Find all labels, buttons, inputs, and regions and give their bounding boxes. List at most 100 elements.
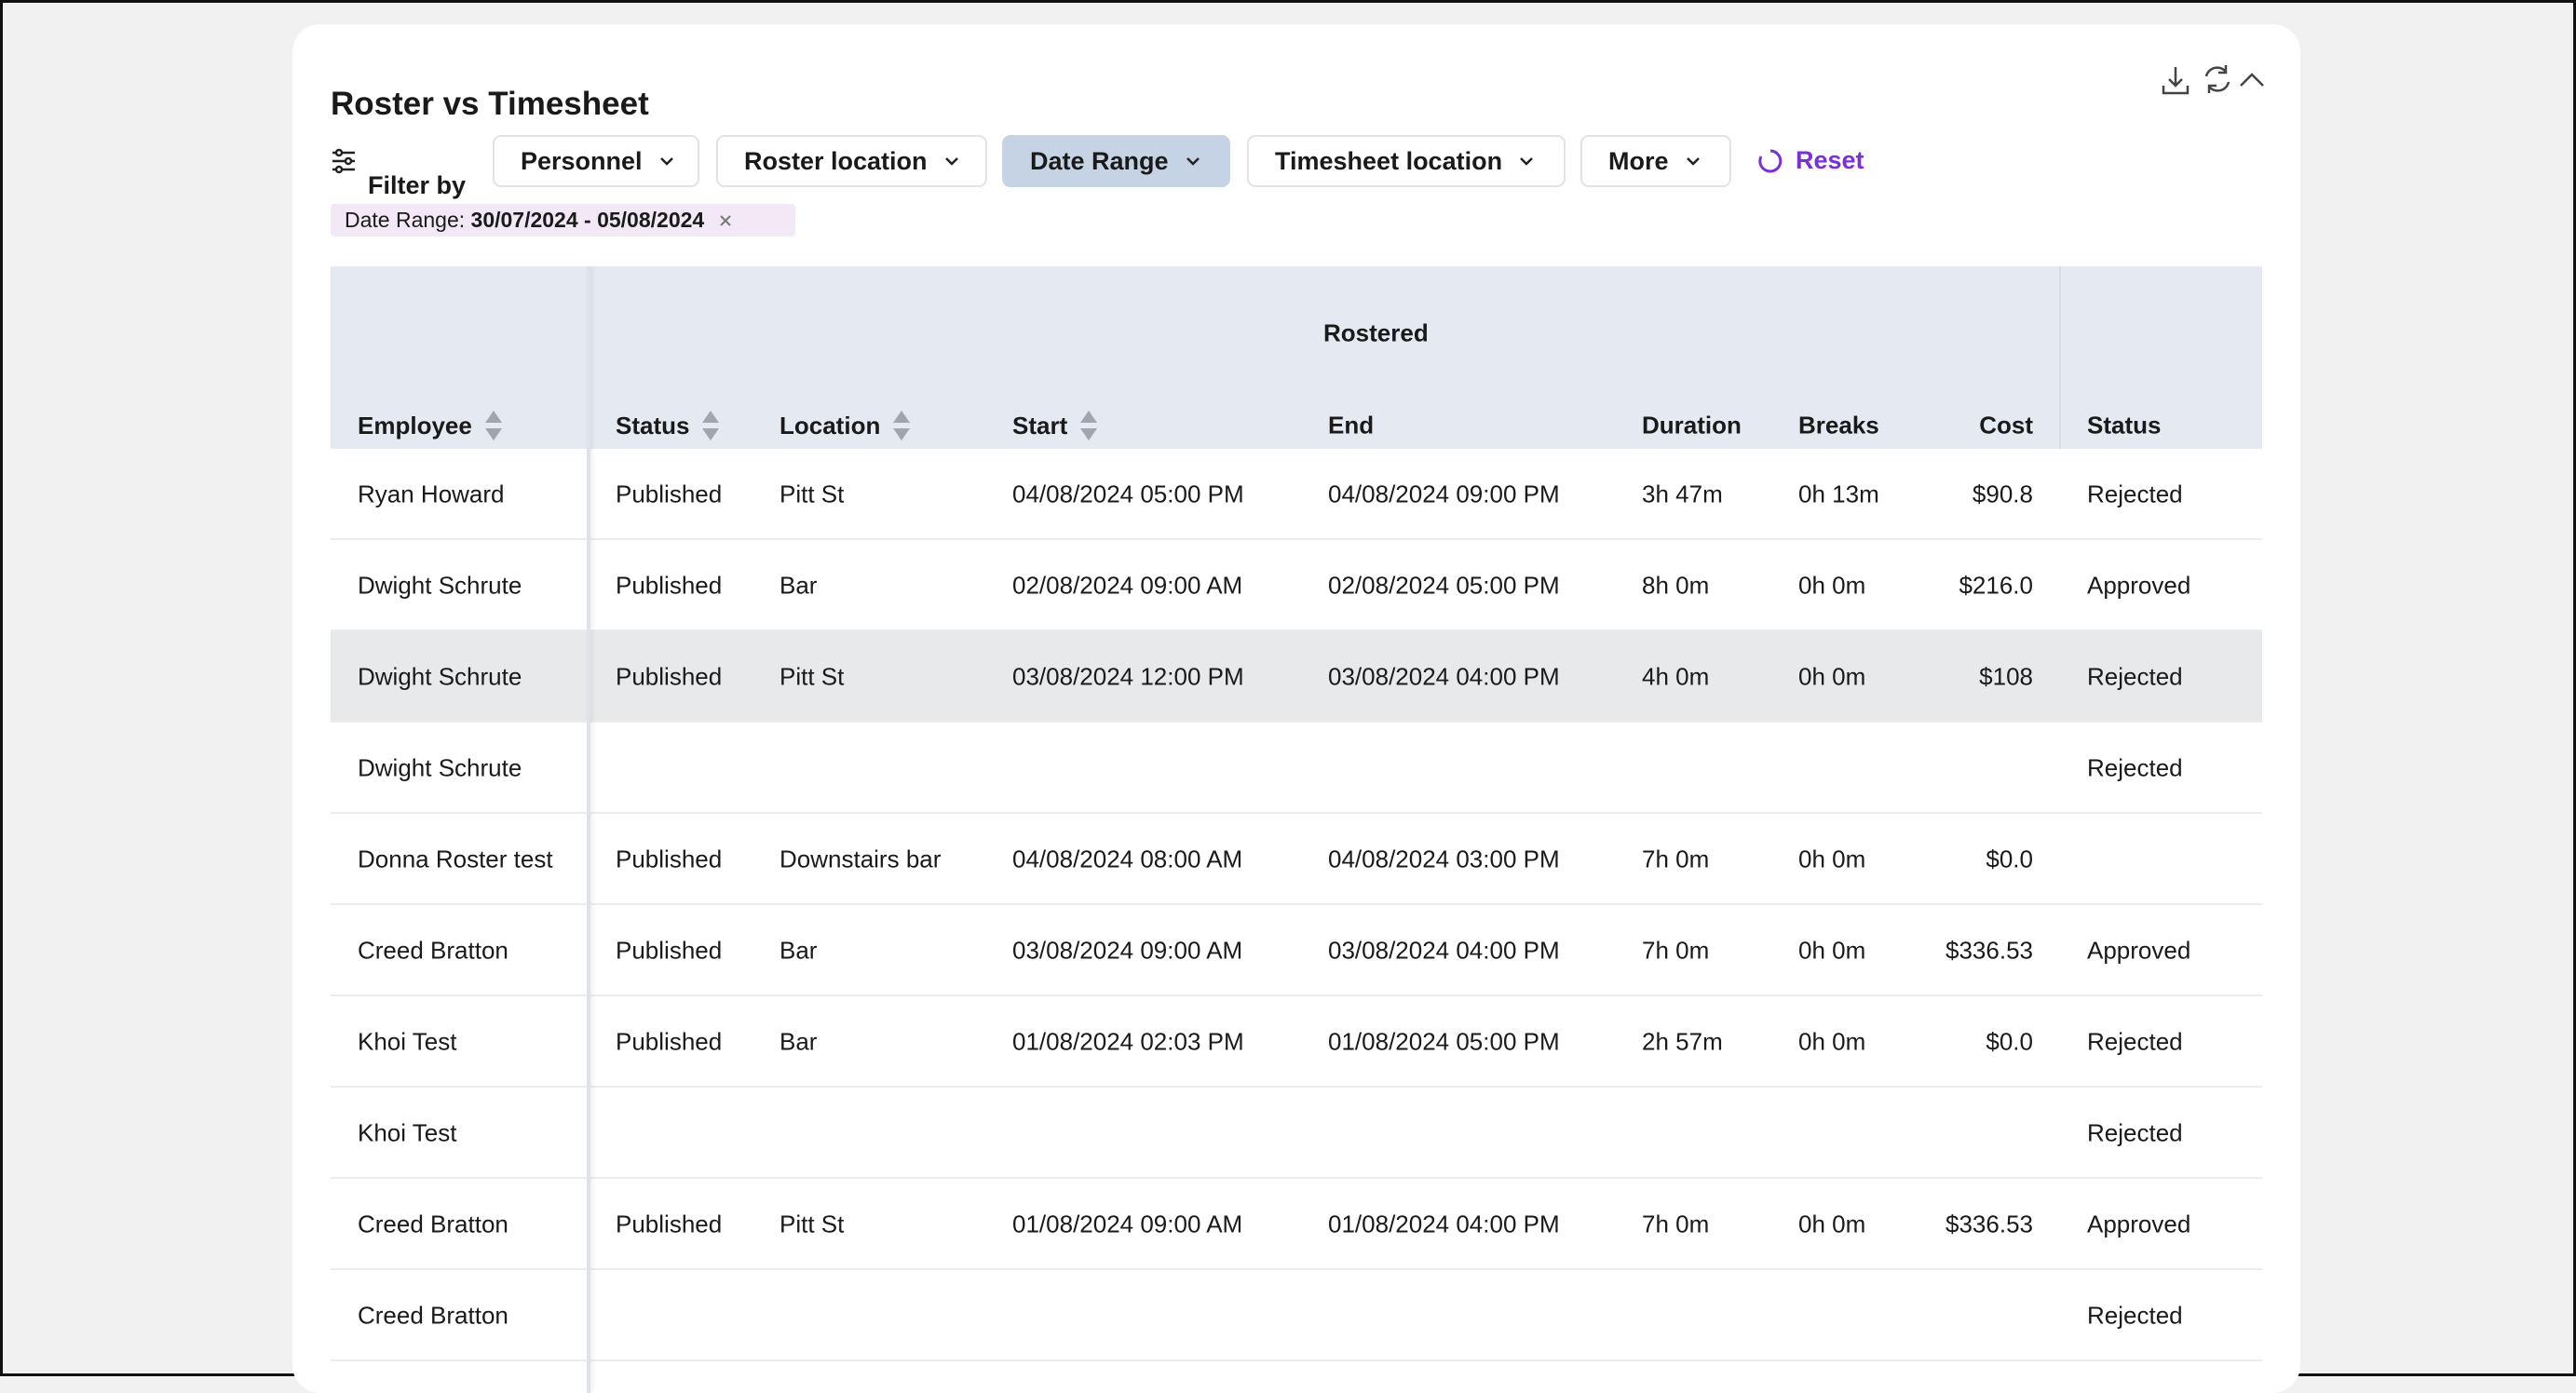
table: Rostered Employee Status Location Start End Du… xyxy=(331,266,2262,1393)
row-divider xyxy=(331,903,2262,905)
table-cell: 03/08/2024 12:00 PM xyxy=(1012,662,1244,691)
table-cell: Bar xyxy=(780,936,818,965)
table-cell: Rejected xyxy=(2087,662,2183,691)
column-header[interactable]: End xyxy=(1328,412,1374,440)
table-cell: 7h 0m xyxy=(1642,1210,1710,1238)
table-cell: 04/08/2024 03:00 PM xyxy=(1328,845,1560,873)
filter-icon xyxy=(332,148,355,174)
table-cell: 02/08/2024 05:00 PM xyxy=(1328,571,1560,600)
row-divider xyxy=(331,1268,2262,1270)
row-divider xyxy=(331,538,2262,540)
table-cell: Creed Bratton xyxy=(358,1210,508,1238)
table-cell: $0.0 xyxy=(1986,1027,2033,1056)
table-cell: Approved xyxy=(2087,1210,2191,1238)
column-header[interactable]: Status xyxy=(616,409,721,442)
table-cell: Bar xyxy=(780,571,818,600)
table-cell: Bar xyxy=(780,1027,818,1056)
table-cell: Khoi Test xyxy=(358,1118,457,1147)
table-cell: Rejected xyxy=(2087,1118,2183,1147)
group-header: Rostered xyxy=(1323,318,1429,347)
table-cell: Rejected xyxy=(2087,753,2183,782)
table-cell: Published xyxy=(616,845,723,873)
table-cell: 0h 0m xyxy=(1798,1027,1866,1056)
table-cell: Rejected xyxy=(2087,480,2183,508)
table-cell: 04/08/2024 09:00 PM xyxy=(1328,480,1560,508)
table-cell: Approved xyxy=(2087,936,2191,965)
sort-icon[interactable] xyxy=(700,409,721,442)
table-cell: 2h 57m xyxy=(1642,1027,1723,1056)
table-cell: Creed Bratton xyxy=(358,936,508,965)
column-header[interactable]: Breaks xyxy=(1798,412,1879,440)
column-title: Start xyxy=(1012,411,1068,440)
table-cell: Published xyxy=(616,936,723,965)
column-header[interactable]: Location xyxy=(780,409,912,442)
row-divider xyxy=(331,994,2262,996)
reset-icon[interactable] xyxy=(1756,147,1784,175)
table-cell: Published xyxy=(616,571,723,600)
column-title: Cost xyxy=(1979,411,2033,440)
group-divider xyxy=(2059,266,2061,449)
row-divider xyxy=(331,812,2262,814)
chip-value: 30/07/2024 - 05/08/2024 xyxy=(470,208,705,232)
table-cell: 01/08/2024 09:00 AM xyxy=(1012,1210,1243,1238)
filter-label: Filter by xyxy=(368,171,467,199)
title: Roster vs Timesheet xyxy=(331,86,649,122)
table-cell: 7h 0m xyxy=(1642,936,1710,965)
table-cell: 03/08/2024 04:00 PM xyxy=(1328,936,1560,965)
sort-icon[interactable] xyxy=(891,409,912,442)
column-header[interactable]: Cost xyxy=(1979,412,2033,440)
table-cell: Khoi Test xyxy=(358,1027,457,1056)
column-title: Duration xyxy=(1642,411,1742,440)
table-cell: Rejected xyxy=(2087,1027,2183,1056)
filter-button[interactable]: Personnel xyxy=(493,135,699,187)
column-header[interactable]: Employee xyxy=(358,409,504,442)
row-divider xyxy=(331,1359,2262,1361)
table-cell: 0h 0m xyxy=(1798,571,1866,600)
column-title: Status xyxy=(616,411,690,440)
filter-button[interactable]: More xyxy=(1580,135,1731,187)
row-highlight xyxy=(331,631,2262,723)
filter-text: Roster location xyxy=(744,146,928,175)
column-header[interactable]: Status xyxy=(2087,412,2161,440)
filter-button[interactable]: Roster location xyxy=(716,135,987,187)
toolbar-icons xyxy=(2162,65,2264,95)
column-title: Breaks xyxy=(1798,411,1879,440)
table-cell: 03/08/2024 09:00 AM xyxy=(1012,936,1243,965)
filter-button[interactable]: Date Range xyxy=(1002,135,1230,187)
table-cell: 0h 13m xyxy=(1798,480,1879,508)
table-cell: 8h 0m xyxy=(1642,571,1710,600)
table-cell: $336.53 xyxy=(1946,936,2033,965)
table-cell: $90.8 xyxy=(1972,480,2033,508)
report-card: Roster vs Timesheet Filter by Personnel R… xyxy=(292,24,2300,1393)
table-cell: 01/08/2024 04:00 PM xyxy=(1328,1210,1560,1238)
table-cell: 0h 0m xyxy=(1798,662,1866,691)
chip-remove[interactable] xyxy=(719,214,732,227)
table-cell: 04/08/2024 05:00 PM xyxy=(1012,480,1244,508)
filter-button[interactable]: Timesheet location xyxy=(1247,135,1566,187)
filter-chip: Date Range: 30/07/2024 - 05/08/2024 xyxy=(331,204,795,237)
table-cell: Donna Roster test xyxy=(358,845,553,873)
table-cell: Pitt St xyxy=(780,480,845,508)
row-divider xyxy=(331,629,2262,631)
row-divider xyxy=(331,721,2262,723)
column-header[interactable]: Start xyxy=(1012,409,1099,442)
reset-button[interactable]: Reset xyxy=(1796,146,1864,174)
table-cell: Downstairs bar xyxy=(780,845,942,873)
table-cell: $336.53 xyxy=(1946,1210,2033,1238)
table-cell: 3h 47m xyxy=(1642,480,1723,508)
filter-text: Timesheet location xyxy=(1275,146,1503,175)
table-cell: 02/08/2024 09:00 AM xyxy=(1012,571,1243,600)
column-header[interactable]: Duration xyxy=(1642,412,1742,440)
sort-icon[interactable] xyxy=(1078,409,1099,442)
table-cell: 0h 0m xyxy=(1798,936,1866,965)
table-cell: Published xyxy=(616,1210,723,1238)
sort-icon[interactable] xyxy=(483,409,504,442)
table-cell: Pitt St xyxy=(780,662,845,691)
table-cell: 0h 0m xyxy=(1798,1210,1866,1238)
filter-text: Personnel xyxy=(521,146,643,175)
table-cell: 01/08/2024 05:00 PM xyxy=(1328,1027,1560,1056)
column-title: Employee xyxy=(358,411,472,440)
table-cell: $216.0 xyxy=(1959,571,2033,600)
table-cell: 7h 0m xyxy=(1642,845,1710,873)
